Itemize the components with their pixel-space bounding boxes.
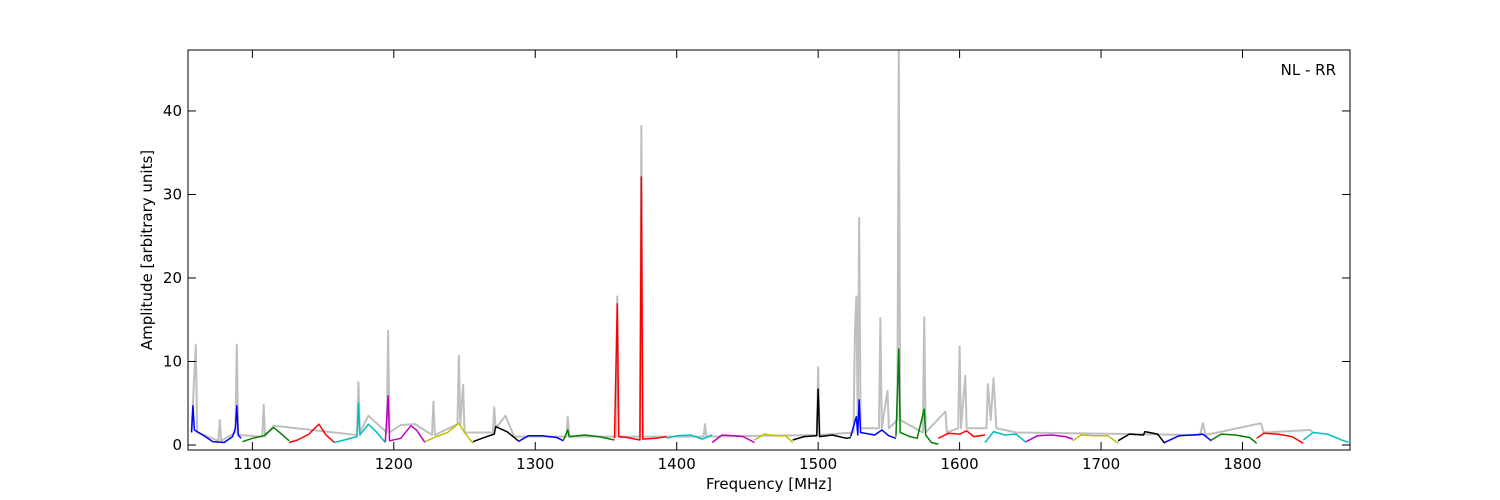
x-axis-label: Frequency [MHz] bbox=[706, 475, 832, 493]
spectrum-line bbox=[849, 399, 897, 440]
y-tick-label: 20 bbox=[163, 269, 182, 287]
spectrum-line bbox=[424, 422, 474, 444]
spectrum-line bbox=[1210, 433, 1258, 444]
spectrum-line bbox=[472, 425, 519, 443]
spectrum-line bbox=[754, 433, 794, 444]
plot-area bbox=[190, 50, 1349, 445]
spectrum-line bbox=[1302, 431, 1349, 444]
spectrum-line bbox=[1117, 430, 1166, 444]
spectrum-line bbox=[1025, 434, 1074, 443]
spectrum-line bbox=[190, 404, 242, 444]
spectrum-line bbox=[1256, 432, 1304, 444]
spectrum-line bbox=[242, 426, 290, 443]
x-tick-label: 1400 bbox=[658, 455, 696, 473]
spectrum-line bbox=[792, 388, 851, 441]
spectrum-line bbox=[190, 50, 1314, 442]
spectrum-line bbox=[613, 176, 667, 441]
y-tick-label: 0 bbox=[172, 436, 182, 454]
annotation: NL - RR bbox=[1281, 61, 1336, 79]
spectrum-line bbox=[1072, 434, 1119, 444]
spectrum-line bbox=[517, 435, 564, 443]
plot-frame bbox=[187, 49, 1351, 451]
spectrum-line bbox=[384, 394, 426, 443]
spectrum-line bbox=[1164, 433, 1212, 444]
spectrum-line bbox=[666, 434, 713, 440]
x-tick-label: 1700 bbox=[1082, 455, 1120, 473]
spectrum-line bbox=[938, 430, 986, 439]
x-tick-label: 1300 bbox=[516, 455, 554, 473]
spectrum-line bbox=[288, 423, 335, 444]
y-axis-label: Amplitude [arbitrary units] bbox=[138, 150, 156, 350]
x-tick-label: 1500 bbox=[799, 455, 837, 473]
x-tick-label: 1600 bbox=[941, 455, 979, 473]
y-tick-label: 30 bbox=[163, 185, 182, 203]
y-tick-label: 40 bbox=[163, 102, 182, 120]
x-tick-label: 1800 bbox=[1223, 455, 1261, 473]
y-tick-label: 10 bbox=[163, 352, 182, 370]
spectrum-line bbox=[895, 348, 939, 445]
spectrum-line bbox=[711, 434, 755, 444]
spectrum-line bbox=[334, 402, 386, 444]
x-tick-label: 1100 bbox=[233, 455, 271, 473]
spectrum-line bbox=[562, 429, 615, 441]
x-tick-label: 1200 bbox=[375, 455, 413, 473]
spectrum-line bbox=[984, 430, 1027, 444]
